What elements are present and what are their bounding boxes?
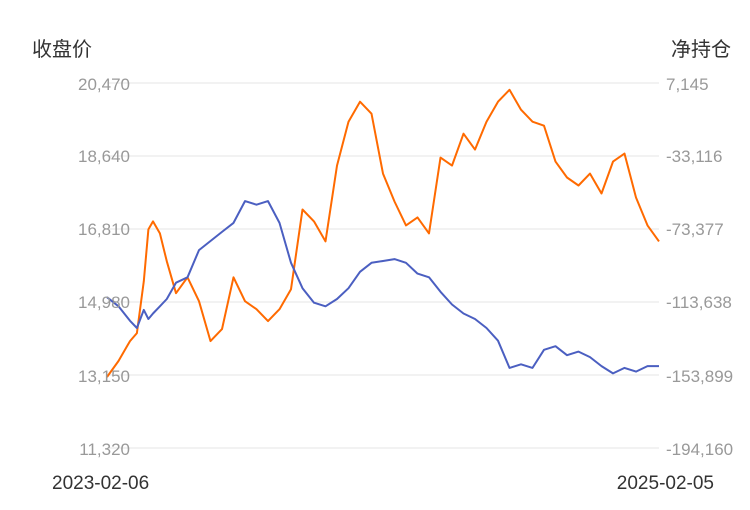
x-end-date-label: 2025-02-05 — [617, 473, 714, 494]
close-price-series-line — [106, 88, 660, 378]
net-position-series-line — [106, 200, 659, 375]
left-axis-ticks: 20,470 18,640 16,810 14,980 13,150 11,32… — [78, 75, 130, 459]
right-axis-ticks: 7,145 -33,116 -73,377 -113,638 -153,899 … — [666, 75, 733, 459]
x-start-date-label: 2023-02-06 — [52, 473, 149, 494]
right-axis-title: 净持仓 — [671, 37, 731, 61]
left-axis-title: 收盘价 — [32, 37, 92, 61]
left-tick-label: 14,980 — [78, 293, 130, 312]
left-tick-label: 13,150 — [78, 367, 130, 386]
right-tick-label: -33,116 — [666, 147, 722, 166]
left-tick-label: 18,640 — [78, 147, 130, 166]
left-tick-label: 16,810 — [78, 220, 130, 239]
left-tick-label: 11,320 — [79, 440, 130, 459]
right-tick-label: -73,377 — [666, 220, 724, 239]
series-layer — [106, 88, 660, 378]
right-tick-label: -194,160 — [666, 440, 733, 459]
gridlines — [107, 82, 659, 449]
right-tick-label: -153,899 — [666, 367, 733, 386]
right-tick-label: 7,145 — [666, 75, 709, 94]
right-tick-label: -113,638 — [666, 293, 732, 312]
left-tick-label: 20,470 — [78, 75, 130, 94]
